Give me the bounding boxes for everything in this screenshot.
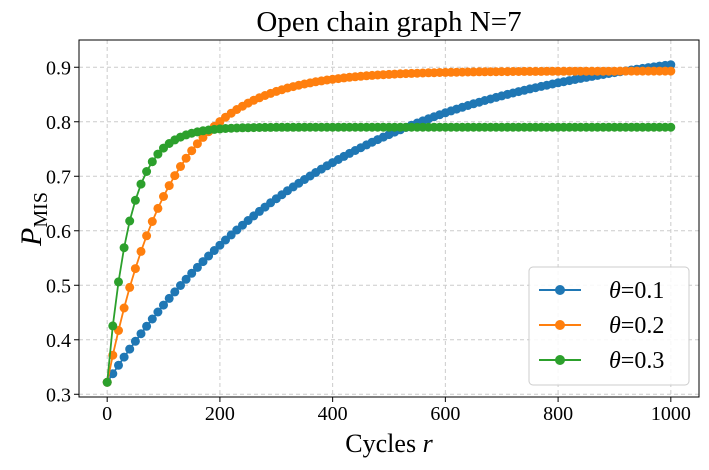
data-point xyxy=(142,231,152,241)
tick-layer: 0 200 400 600 800 1000 0.3 0.4 0.5 0.6 0.7 0.8 0.9 xyxy=(46,57,691,425)
y-axis-label: PMIS xyxy=(15,192,52,247)
legend-label: θ=0.2 xyxy=(609,313,664,339)
data-point xyxy=(198,132,208,142)
data-point xyxy=(125,216,135,226)
data-point xyxy=(153,307,163,317)
data-point xyxy=(666,66,676,76)
data-point xyxy=(142,321,152,331)
data-point xyxy=(125,282,135,292)
legend-item-2: θ=0.2 xyxy=(539,313,664,339)
data-point xyxy=(187,146,197,156)
legend-swatch-marker xyxy=(555,320,565,330)
y-tick-label: 0.5 xyxy=(46,275,71,297)
data-point xyxy=(666,122,676,132)
legend-label-value: =0.1 xyxy=(621,278,665,304)
data-point xyxy=(159,300,168,310)
legend-swatch-marker xyxy=(555,285,565,295)
data-point xyxy=(130,264,140,274)
y-tick-label: 0.8 xyxy=(46,112,71,134)
legend-item-3: θ=0.3 xyxy=(539,348,664,374)
data-point xyxy=(147,157,157,167)
legend-item-1: θ=0.1 xyxy=(539,278,664,304)
x-tick-label: 1000 xyxy=(651,403,691,425)
x-axis-label-var: r xyxy=(423,429,434,458)
data-point xyxy=(119,243,129,253)
data-point xyxy=(198,257,208,267)
data-point xyxy=(192,139,202,149)
y-axis-label-main: P xyxy=(15,228,48,247)
legend-swatch-marker xyxy=(555,355,565,365)
y-tick-label: 0.4 xyxy=(46,330,71,352)
data-point xyxy=(114,277,123,287)
data-point xyxy=(164,181,174,191)
data-point xyxy=(119,352,129,362)
data-point xyxy=(130,336,140,346)
data-point xyxy=(114,360,123,370)
data-point xyxy=(102,377,112,387)
data-point xyxy=(187,268,197,278)
legend-box xyxy=(528,266,690,386)
x-tick-label: 800 xyxy=(543,403,573,425)
x-tick-label: 600 xyxy=(430,403,460,425)
data-point xyxy=(119,303,129,313)
data-point xyxy=(147,314,157,324)
data-point xyxy=(153,203,163,213)
data-point xyxy=(192,262,202,272)
x-axis-label: Cycles r xyxy=(345,429,433,458)
y-tick-label: 0.6 xyxy=(46,221,71,243)
x-tick-label: 200 xyxy=(205,403,235,425)
data-point xyxy=(170,171,180,181)
data-point xyxy=(108,321,118,331)
data-point xyxy=(142,167,152,176)
legend-label: θ=0.1 xyxy=(609,278,664,304)
data-point xyxy=(108,369,118,379)
legend-label-theta: θ xyxy=(609,348,621,374)
y-tick-label: 0.9 xyxy=(46,57,71,79)
legend-label-theta: θ xyxy=(609,313,621,339)
data-point xyxy=(136,246,146,256)
data-point xyxy=(164,293,174,303)
data-point xyxy=(136,179,146,189)
x-tick-label: 400 xyxy=(318,403,348,425)
series-1 xyxy=(102,60,676,387)
y-tick-label: 0.7 xyxy=(46,166,71,188)
series-2 xyxy=(102,66,676,387)
grid-layer xyxy=(79,40,699,397)
legend-label: θ=0.3 xyxy=(609,348,664,374)
data-point xyxy=(209,246,219,255)
data-point xyxy=(170,287,180,297)
data-point xyxy=(181,274,191,284)
chart-title: Open chain graph N=7 xyxy=(256,6,521,38)
legend-label-theta: θ xyxy=(609,278,621,304)
series-3 xyxy=(102,122,676,387)
data-point xyxy=(136,329,146,339)
data-point xyxy=(666,60,676,70)
x-tick-label: 0 xyxy=(102,403,112,425)
series-layer xyxy=(102,60,676,387)
data-point xyxy=(153,149,163,159)
legend: θ=0.1θ=0.2θ=0.3 xyxy=(528,266,690,386)
data-point xyxy=(176,162,185,171)
data-point xyxy=(204,251,214,261)
y-axis-label-sub: MIS xyxy=(30,192,52,228)
legend-label-value: =0.2 xyxy=(621,313,665,339)
data-point xyxy=(176,281,185,290)
data-point xyxy=(147,217,157,226)
plot-frame xyxy=(78,39,700,398)
x-axis-label-text: Cycles xyxy=(345,429,416,458)
data-point xyxy=(125,344,135,354)
data-point xyxy=(159,192,168,201)
legend-items: θ=0.1θ=0.2θ=0.3 xyxy=(539,278,664,374)
data-point xyxy=(130,195,140,205)
y-tick-label: 0.3 xyxy=(46,384,71,406)
legend-label-value: =0.3 xyxy=(621,348,665,374)
data-point xyxy=(181,153,191,163)
